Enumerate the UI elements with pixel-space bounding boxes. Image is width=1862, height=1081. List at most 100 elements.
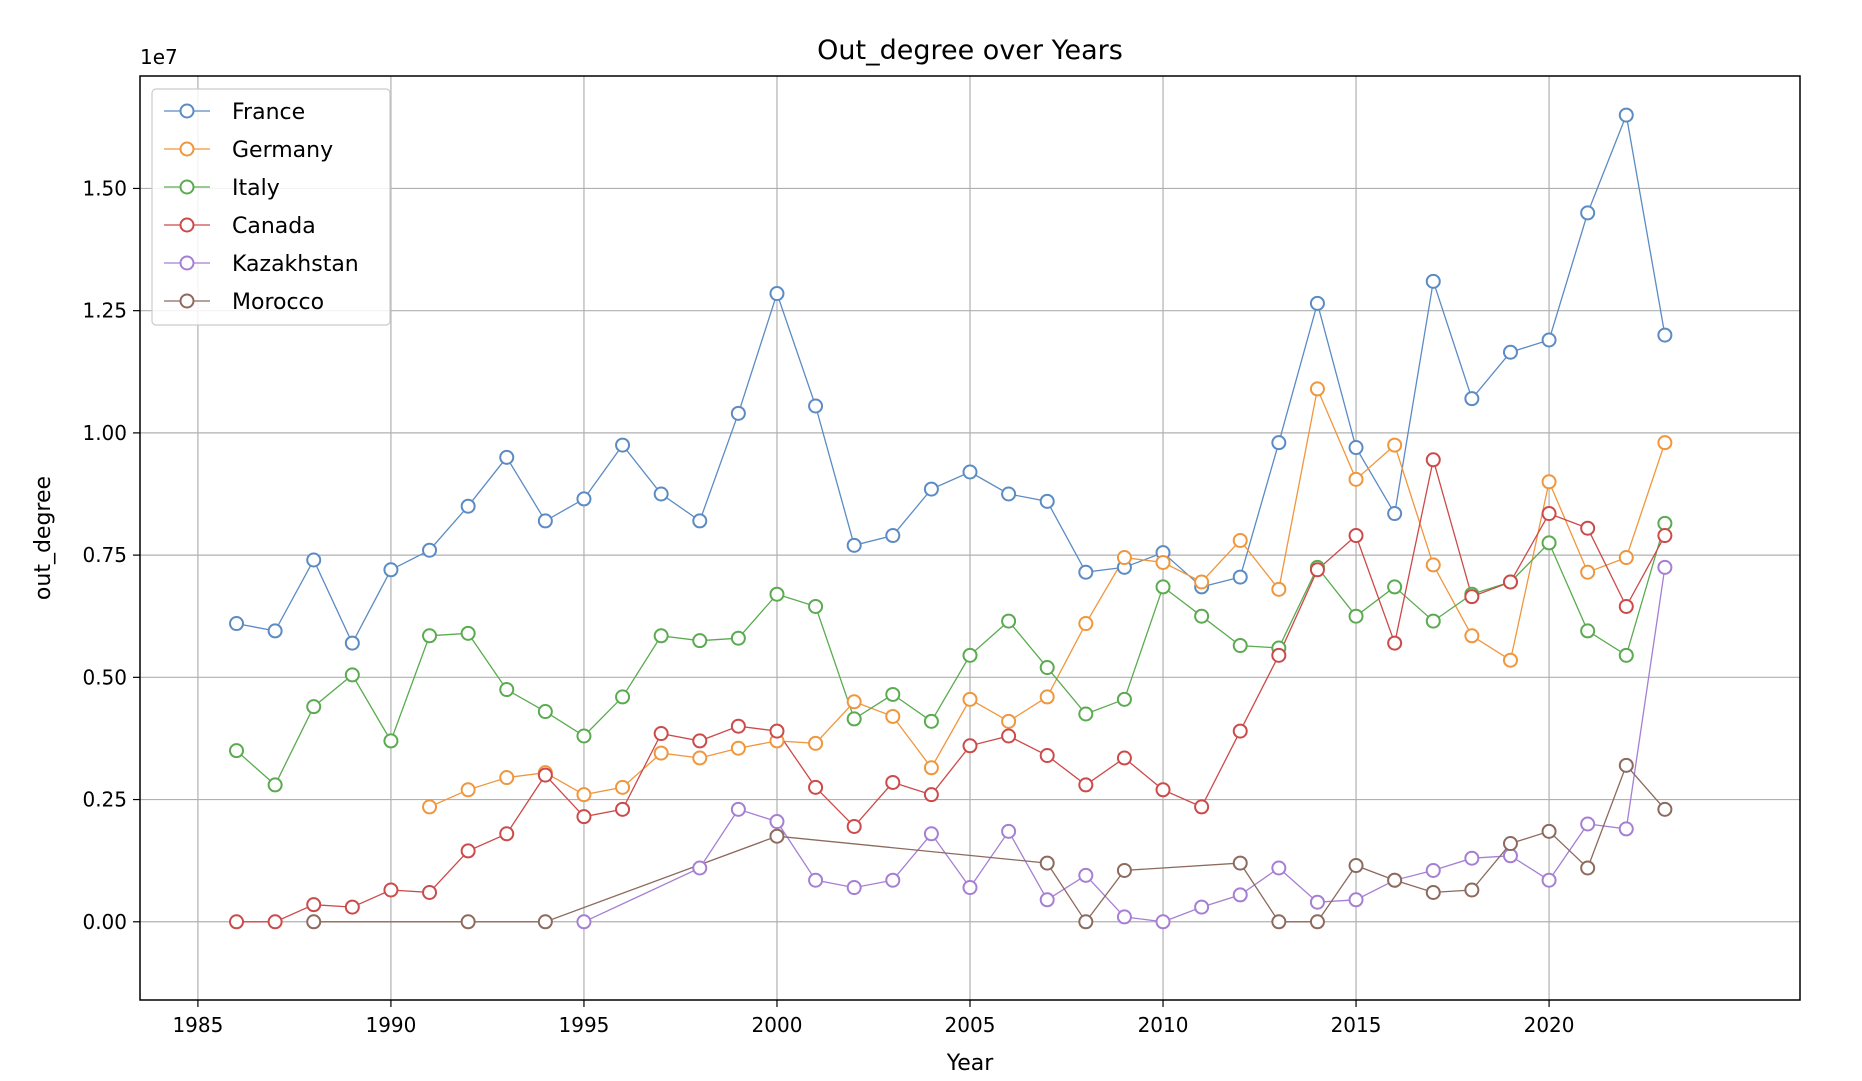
data-point-germany — [1116, 550, 1132, 566]
data-point-morocco — [1309, 914, 1325, 930]
data-point-kazakhstan — [846, 880, 862, 896]
data-point-france — [1502, 344, 1518, 360]
y-tick-label: 0.00 — [82, 910, 127, 934]
data-point-italy — [1541, 535, 1557, 551]
data-point-italy — [1348, 608, 1364, 624]
series-line-italy — [236, 523, 1666, 786]
data-point-germany — [1155, 554, 1171, 570]
data-point-italy — [615, 689, 631, 705]
data-point-canada — [422, 884, 438, 900]
data-point-canada — [1464, 589, 1480, 605]
data-point-kazakhstan — [1116, 909, 1132, 925]
data-point-italy — [730, 630, 746, 646]
data-point-canada — [1271, 647, 1287, 663]
data-point-canada — [885, 774, 901, 790]
data-point-france — [1657, 327, 1673, 343]
data-point-germany — [1194, 574, 1210, 590]
data-point-morocco — [1425, 884, 1441, 900]
data-point-canada — [923, 787, 939, 803]
data-point-france — [1039, 493, 1055, 509]
data-point-canada — [1618, 598, 1634, 614]
data-point-canada — [653, 726, 669, 742]
data-point-morocco — [1116, 862, 1132, 878]
legend-label-france: France — [232, 100, 305, 125]
data-point-kazakhstan — [1078, 867, 1094, 883]
data-point-france — [576, 491, 592, 507]
x-tick-label: 1985 — [172, 1013, 223, 1037]
y-scale-multiplier: 1e7 — [140, 45, 178, 69]
data-point-france — [383, 562, 399, 578]
data-point-italy — [1232, 638, 1248, 654]
data-point-kazakhstan — [576, 914, 592, 930]
y-axis-label: out_degree — [31, 476, 56, 600]
data-point-france — [1425, 273, 1441, 289]
data-point-germany — [460, 782, 476, 798]
data-point-canada — [576, 809, 592, 825]
data-point-germany — [1464, 628, 1480, 644]
data-point-morocco — [1464, 882, 1480, 898]
legend: France Germany Italy Canada Kazakhstan Morocc… — [151, 88, 391, 326]
data-point-germany — [962, 691, 978, 707]
data-point-germany — [653, 745, 669, 761]
legend-label-kazakhstan: Kazakhstan — [232, 252, 359, 277]
data-point-germany — [1078, 616, 1094, 632]
data-point-kazakhstan — [1464, 850, 1480, 866]
data-point-canada — [267, 914, 283, 930]
data-point-germany — [1387, 437, 1403, 453]
data-point-canada — [1194, 799, 1210, 815]
legend-marker-canada — [179, 217, 195, 233]
data-point-kazakhstan — [808, 872, 824, 888]
legend-label-italy: Italy — [232, 176, 280, 201]
data-point-germany — [1348, 471, 1364, 487]
data-point-italy — [1657, 515, 1673, 531]
data-point-italy — [1116, 691, 1132, 707]
data-point-kazakhstan — [1657, 559, 1673, 575]
data-point-germany — [692, 750, 708, 766]
data-point-france — [885, 528, 901, 544]
data-point-france — [923, 481, 939, 497]
data-point-morocco — [1657, 801, 1673, 817]
legend-marker-kazakhstan — [179, 255, 195, 271]
data-point-france — [769, 286, 785, 302]
data-point-france — [422, 542, 438, 558]
data-point-germany — [1271, 581, 1287, 597]
data-point-france — [1348, 440, 1364, 456]
data-point-france — [962, 464, 978, 480]
data-point-kazakhstan — [962, 880, 978, 896]
data-point-germany — [1580, 564, 1596, 580]
data-point-germany — [808, 735, 824, 751]
data-point-italy — [923, 713, 939, 729]
x-tick-label: 1995 — [559, 1013, 610, 1037]
data-point-kazakhstan — [769, 814, 785, 830]
data-point-morocco — [1078, 914, 1094, 930]
data-point-canada — [1232, 723, 1248, 739]
data-point-morocco — [1271, 914, 1287, 930]
data-point-italy — [1387, 579, 1403, 595]
data-point-kazakhstan — [730, 801, 746, 817]
data-point-germany — [1309, 381, 1325, 397]
series-line-france — [236, 112, 1666, 645]
data-point-germany — [576, 787, 592, 803]
data-point-italy — [1078, 706, 1094, 722]
x-tick-label: 2000 — [752, 1013, 803, 1037]
x-tick-label: 2005 — [945, 1013, 996, 1037]
data-point-canada — [1155, 782, 1171, 798]
data-point-france — [1232, 569, 1248, 585]
data-point-italy — [576, 728, 592, 744]
data-point-italy — [460, 625, 476, 641]
data-point-canada — [692, 733, 708, 749]
data-point-germany — [1541, 474, 1557, 490]
data-point-italy — [1425, 613, 1441, 629]
data-point-italy — [499, 682, 515, 698]
data-point-france — [653, 486, 669, 502]
data-point-kazakhstan — [1155, 914, 1171, 930]
data-point-canada — [846, 818, 862, 834]
data-point-france — [1464, 391, 1480, 407]
data-point-france — [344, 635, 360, 651]
data-point-kazakhstan — [885, 872, 901, 888]
data-point-canada — [460, 843, 476, 859]
x-tick-label: 2010 — [1138, 1013, 1189, 1037]
data-point-kazakhstan — [1232, 887, 1248, 903]
data-point-germany — [1618, 550, 1634, 566]
